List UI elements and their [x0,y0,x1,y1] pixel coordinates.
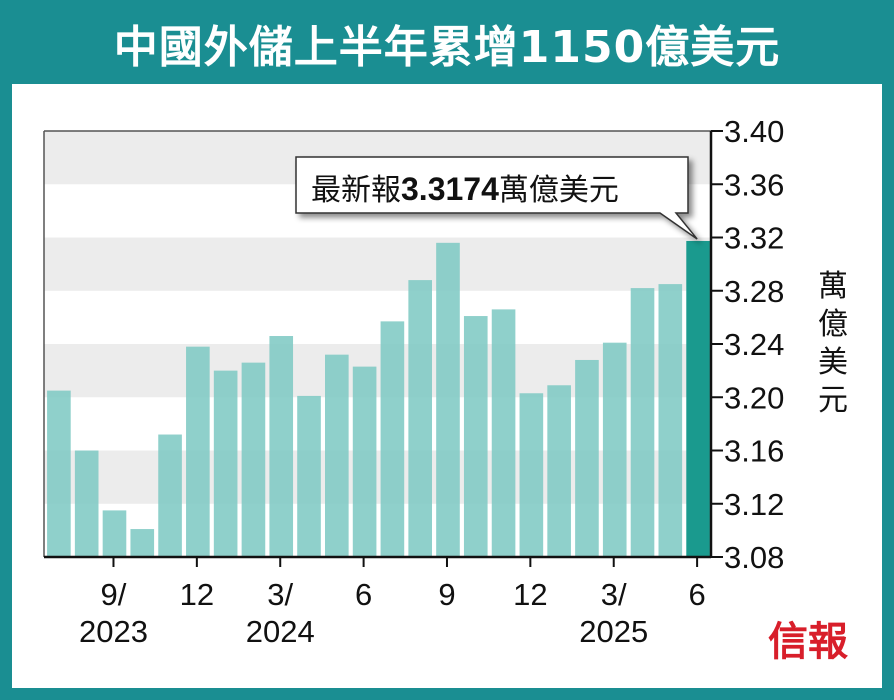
bar [686,240,710,557]
y-axis-unit-label: 萬億美元 [818,269,848,418]
title-bar: 中國外儲上半年累增1150億美元 [12,12,882,84]
callout-box [295,156,698,240]
bar [352,366,377,557]
x-tick-label: 2023 [79,614,148,649]
x-tick-label: 6 [355,577,372,612]
bar [158,434,182,557]
bar [658,284,683,557]
y-tick-label: 3.08 [724,540,784,575]
y-tick-label: 3.36 [724,167,784,202]
x-tick-label: 9/ [101,577,127,612]
bar [408,280,432,557]
bar [213,370,238,557]
x-tick-label: 6 [688,577,705,612]
bar [630,288,655,557]
bar [380,321,405,557]
x-tick-label: 12 [180,577,214,612]
x-tick-label: 2025 [579,614,648,649]
latest-value-callout [295,156,698,240]
x-tick-label: 3/ [601,577,627,612]
bar [297,395,321,557]
y-tick-label: 3.32 [724,221,784,256]
grid-band [44,450,711,504]
bar [436,242,460,557]
y-tick-label: 3.20 [724,380,784,415]
grid-band [44,344,711,398]
svg-text:最新報3.3174萬億美元: 最新報3.3174萬億美元 [311,171,619,208]
y-tick-label: 3.40 [724,114,784,149]
callout-suffix: 萬億美元 [499,173,619,208]
bar [519,393,544,557]
callout-value: 3.3174 [401,171,499,207]
bar [602,342,627,557]
bar [130,529,155,557]
bar [241,362,266,557]
brand-logo: 信報 [768,618,848,665]
bar [102,510,127,557]
bar [325,354,349,557]
bar [269,336,294,557]
page-title: 中國外儲上半年累增1150億美元 [113,22,781,73]
bar [463,316,488,557]
y-tick-label: 3.24 [724,327,784,362]
x-tick-label: 2024 [246,614,315,649]
x-tick-label: 9 [438,577,455,612]
grid-band [44,237,711,291]
y-tick-label: 3.12 [724,487,784,522]
callout-prefix: 最新報 [311,173,401,208]
bar [47,390,71,557]
x-tick-label: 12 [513,577,547,612]
x-tick-label: 3/ [267,577,293,612]
bar [491,309,516,557]
bar [74,450,99,557]
bar [186,346,210,557]
y-tick-label: 3.16 [724,434,784,469]
bar [575,359,599,557]
bar [547,385,571,557]
y-tick-label: 3.28 [724,274,784,309]
